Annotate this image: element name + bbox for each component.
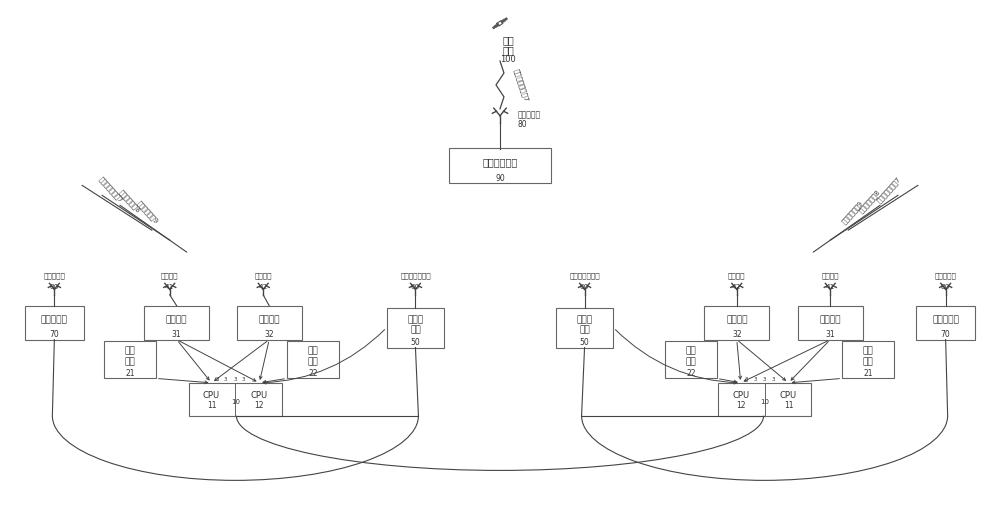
- FancyBboxPatch shape: [189, 383, 282, 416]
- Text: 卫星天线: 卫星天线: [161, 272, 178, 279]
- Text: 80: 80: [941, 284, 950, 290]
- Text: 3: 3: [745, 377, 748, 382]
- Text: 卫星天线: 卫星天线: [728, 272, 746, 279]
- Text: 惯性
导航: 惯性 导航: [125, 347, 135, 366]
- Text: 12: 12: [736, 401, 745, 410]
- Text: 卫星天线: 卫星天线: [822, 272, 839, 279]
- Text: 卫星短报文通号7: 卫星短报文通号7: [98, 176, 124, 204]
- Text: 卫星导航: 卫星导航: [258, 315, 280, 324]
- Text: CPU: CPU: [780, 391, 797, 400]
- Text: 卫星定位信号8: 卫星定位信号8: [858, 188, 882, 214]
- Text: CPU: CPU: [203, 391, 220, 400]
- Text: 21: 21: [125, 369, 135, 378]
- Text: 卫星定位信号8: 卫星定位信号8: [118, 188, 142, 214]
- Text: 3: 3: [242, 377, 245, 382]
- Text: 无线电侦听天线: 无线电侦听天线: [569, 272, 600, 279]
- Text: 70: 70: [49, 330, 59, 339]
- Text: 60: 60: [411, 284, 420, 290]
- Text: 3: 3: [763, 377, 766, 382]
- Text: 3: 3: [234, 377, 237, 382]
- Text: CPU: CPU: [732, 391, 749, 400]
- Text: 卫星导航: 卫星导航: [166, 315, 187, 324]
- Text: 惯性
导航: 惯性 导航: [308, 347, 318, 366]
- Text: 70: 70: [941, 330, 951, 339]
- Text: 31: 31: [825, 330, 835, 339]
- Text: 31: 31: [172, 330, 182, 339]
- Text: 卫星天线: 卫星天线: [254, 272, 272, 279]
- Text: 11: 11: [207, 401, 216, 410]
- Text: 80: 80: [518, 120, 528, 129]
- Text: 41: 41: [826, 284, 835, 290]
- Text: 环境定位信号9: 环境定位信号9: [841, 199, 865, 225]
- FancyBboxPatch shape: [287, 341, 339, 378]
- Text: 41: 41: [165, 284, 174, 290]
- Text: 卫星短报文通号7: 卫星短报文通号7: [513, 68, 530, 102]
- Text: 60: 60: [580, 284, 589, 290]
- Text: 无线电侦听天线: 无线电侦听天线: [400, 272, 431, 279]
- Text: 惯性
导航: 惯性 导航: [863, 347, 873, 366]
- Text: 50: 50: [411, 338, 420, 347]
- Text: 3: 3: [754, 377, 757, 382]
- FancyBboxPatch shape: [25, 306, 84, 340]
- Text: 21: 21: [863, 369, 873, 378]
- FancyBboxPatch shape: [387, 308, 444, 348]
- FancyBboxPatch shape: [237, 306, 302, 340]
- Text: 12: 12: [255, 401, 264, 410]
- FancyBboxPatch shape: [665, 341, 717, 378]
- Text: 11: 11: [784, 401, 793, 410]
- FancyBboxPatch shape: [104, 341, 156, 378]
- Text: 无线电
装置: 无线电 装置: [407, 315, 424, 334]
- Text: 42: 42: [259, 284, 268, 290]
- Text: 卫星短报文通号7: 卫星短报文通号7: [876, 176, 902, 204]
- Text: 90: 90: [495, 174, 505, 183]
- FancyBboxPatch shape: [449, 148, 551, 184]
- Text: 地面控制系统: 地面控制系统: [482, 158, 518, 168]
- Text: 短报文天线: 短报文天线: [518, 110, 541, 120]
- Text: 22: 22: [308, 369, 318, 378]
- Text: 80: 80: [50, 284, 59, 290]
- Text: 环境定位信号9: 环境定位信号9: [135, 199, 159, 225]
- Text: 短报文天线: 短报文天线: [935, 272, 957, 279]
- FancyBboxPatch shape: [842, 341, 894, 378]
- Text: 短报文装置: 短报文装置: [41, 315, 68, 324]
- Text: 北斗: 北斗: [502, 35, 514, 45]
- FancyBboxPatch shape: [798, 306, 863, 340]
- Text: 卫星: 卫星: [502, 45, 514, 55]
- Text: 短报文装置: 短报文装置: [932, 315, 959, 324]
- Text: 50: 50: [580, 338, 589, 347]
- Text: 卫星导航: 卫星导航: [820, 315, 841, 324]
- FancyBboxPatch shape: [704, 306, 769, 340]
- Text: 卫星导航: 卫星导航: [726, 315, 748, 324]
- FancyBboxPatch shape: [718, 383, 811, 416]
- Text: 3: 3: [224, 377, 227, 382]
- Text: 10: 10: [231, 399, 240, 405]
- Text: 无线电
装置: 无线电 装置: [576, 315, 593, 334]
- Text: 32: 32: [264, 330, 274, 339]
- Text: 惯性
导航: 惯性 导航: [686, 347, 696, 366]
- FancyBboxPatch shape: [916, 306, 975, 340]
- Text: 3: 3: [216, 377, 219, 382]
- Text: 短报文天线: 短报文天线: [43, 272, 65, 279]
- Text: CPU: CPU: [251, 391, 268, 400]
- Text: 100: 100: [500, 55, 516, 64]
- Text: 22: 22: [686, 369, 696, 378]
- FancyBboxPatch shape: [556, 308, 613, 348]
- FancyBboxPatch shape: [144, 306, 209, 340]
- Text: 3: 3: [772, 377, 775, 382]
- Text: 32: 32: [732, 330, 742, 339]
- Text: 42: 42: [732, 284, 741, 290]
- Text: 10: 10: [760, 399, 769, 405]
